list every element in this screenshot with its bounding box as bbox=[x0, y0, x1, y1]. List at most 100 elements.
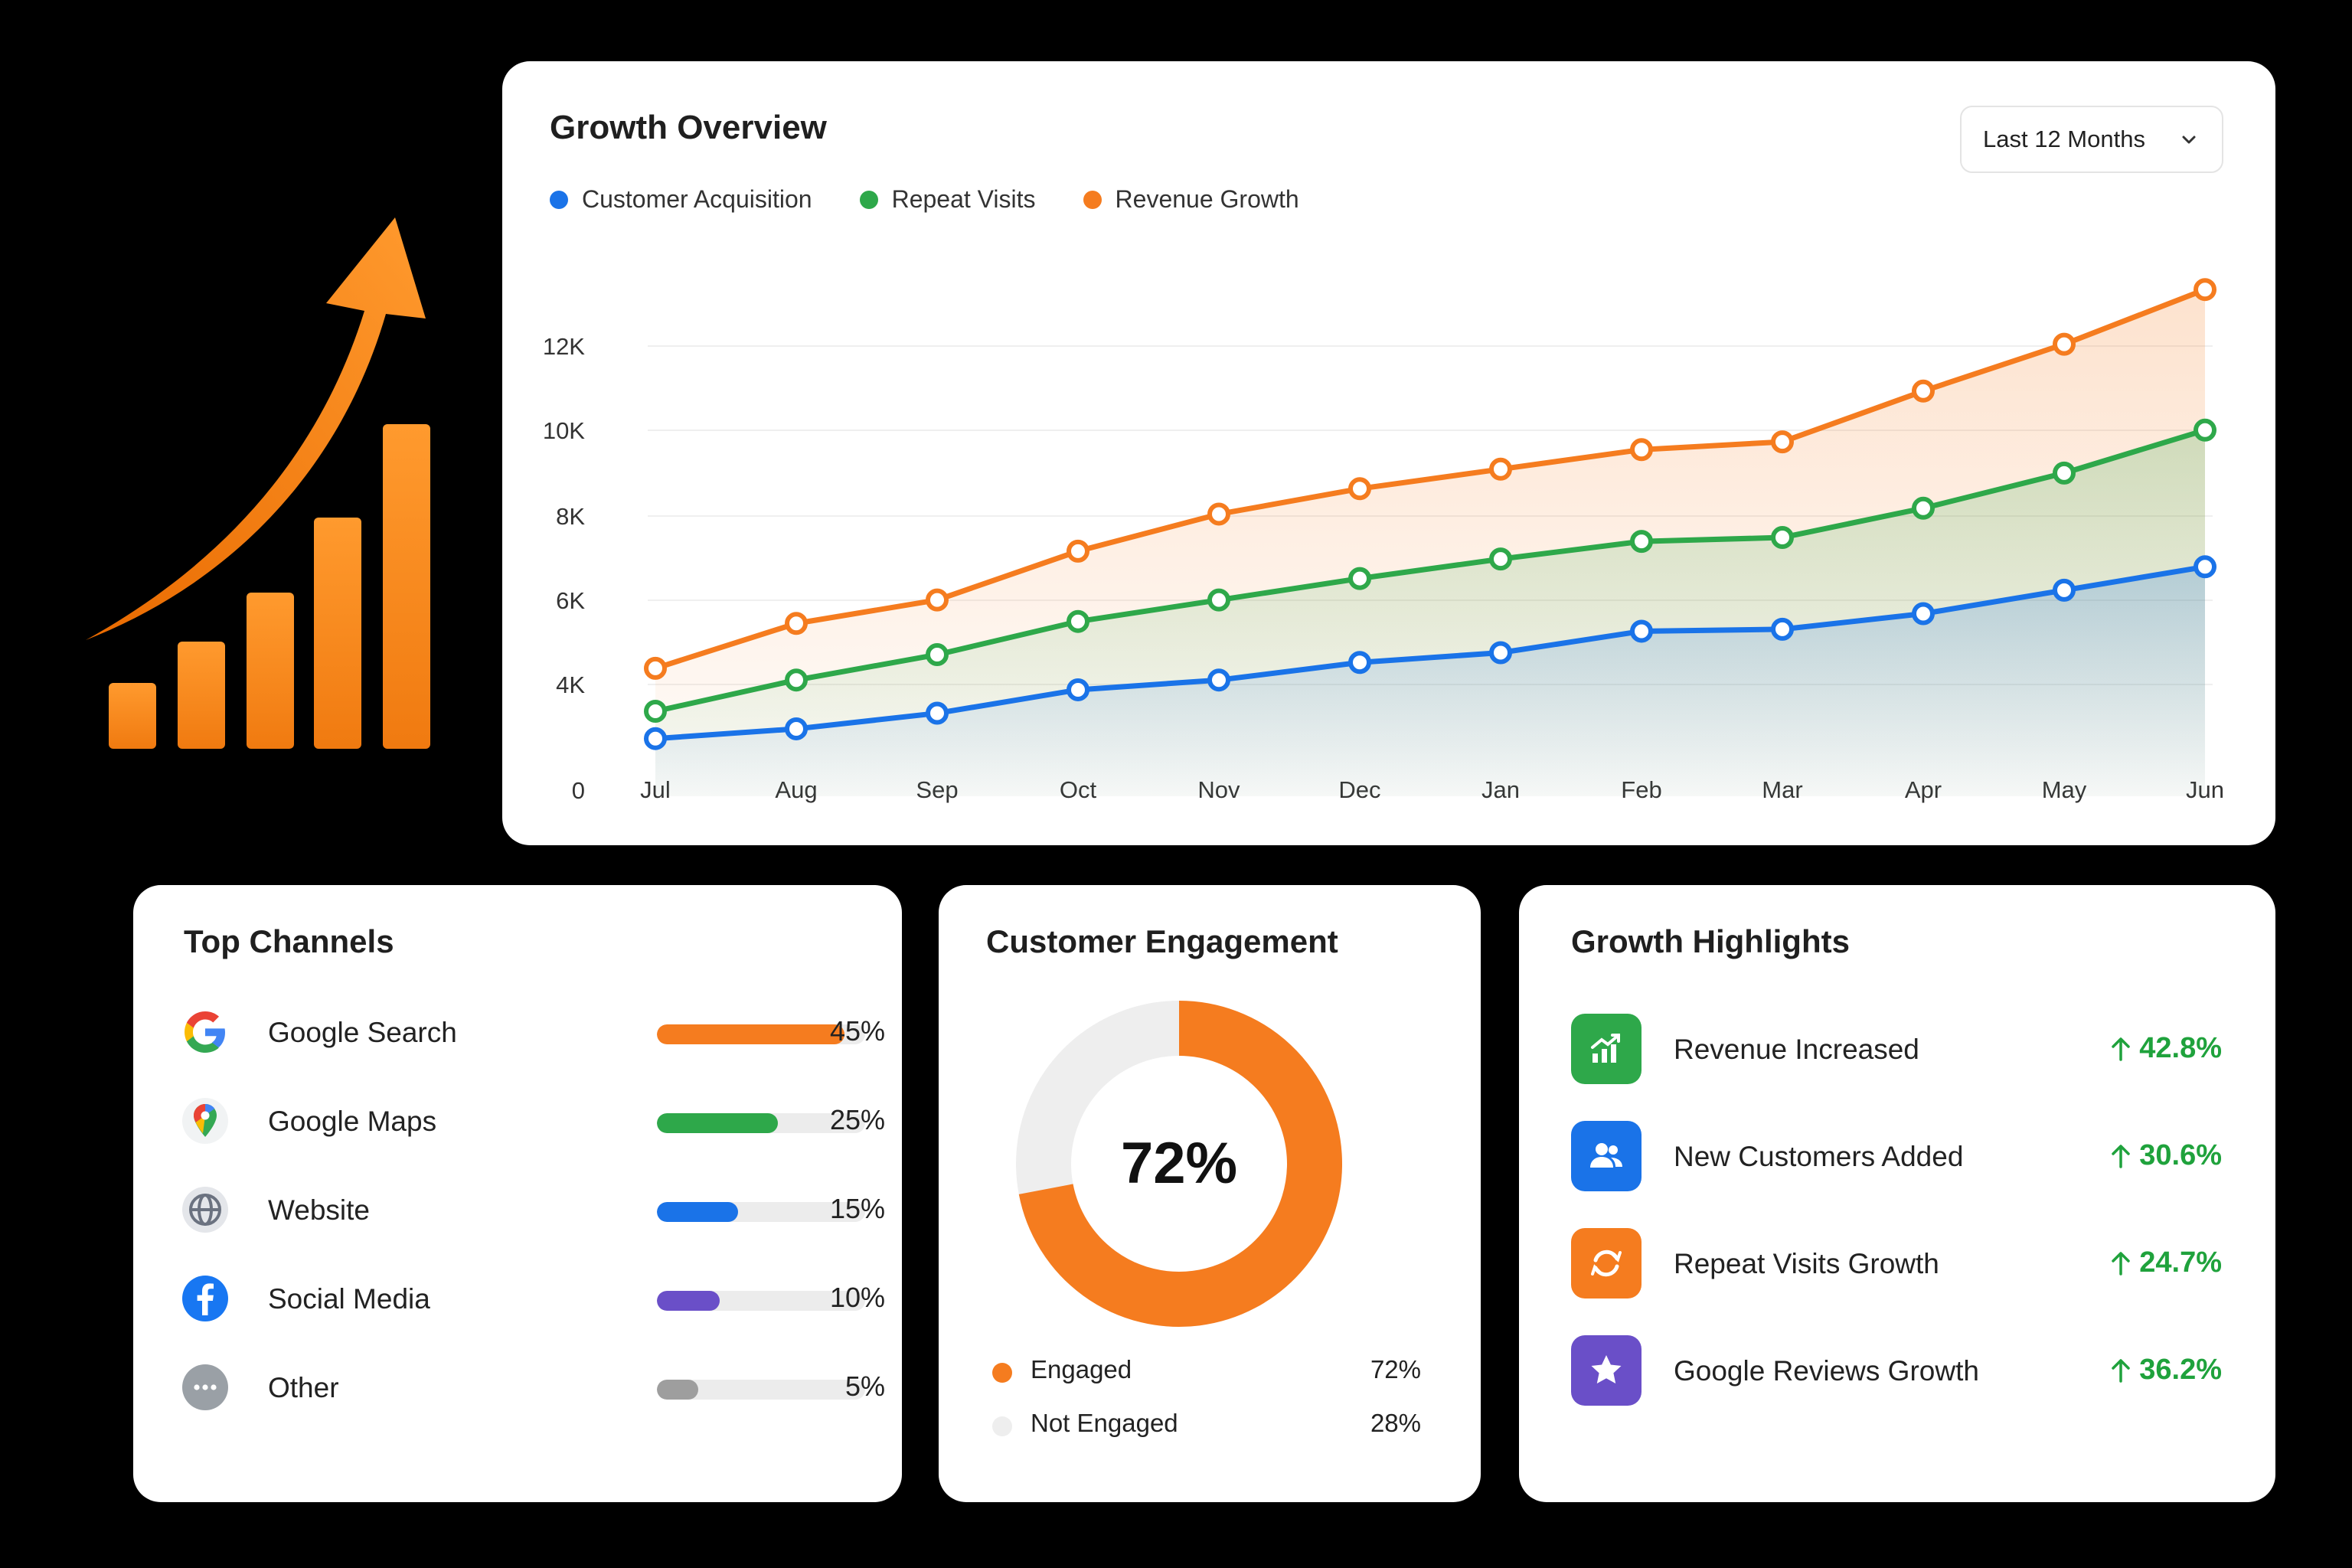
data-point bbox=[1067, 678, 1089, 701]
channel-bar-track bbox=[657, 1291, 865, 1311]
data-point bbox=[1207, 502, 1230, 526]
data-point bbox=[2053, 578, 2076, 602]
data-point bbox=[1489, 547, 1512, 571]
data-point bbox=[1771, 526, 1794, 550]
chart-up-icon bbox=[1591, 1034, 1620, 1063]
highlight-value: 24.7% bbox=[2110, 1246, 2222, 1279]
channel-percent: 25% bbox=[829, 1104, 885, 1135]
legend-dot bbox=[859, 190, 878, 209]
hero-arrow bbox=[86, 217, 426, 640]
data-point bbox=[1912, 602, 1935, 626]
data-point bbox=[926, 588, 949, 612]
growth-highlights-card: Growth Highlights Revenue Increased 42.8… bbox=[1519, 885, 2275, 1502]
legend-dot bbox=[550, 190, 568, 209]
highlight-row-revenue: Revenue Increased 42.8% bbox=[1571, 1014, 2222, 1084]
globe-icon bbox=[182, 1187, 228, 1233]
hero-bar bbox=[383, 424, 430, 749]
channel-percent: 5% bbox=[844, 1370, 885, 1402]
more-icon bbox=[182, 1364, 228, 1410]
donut-center-value: 72% bbox=[1120, 1131, 1238, 1196]
data-point bbox=[785, 668, 808, 692]
legend-item: Revenue Growth bbox=[1083, 185, 1299, 214]
data-point bbox=[1207, 588, 1230, 612]
arrow-up-icon bbox=[2112, 1358, 2130, 1383]
data-point bbox=[2194, 555, 2216, 579]
channel-percent: 10% bbox=[829, 1282, 885, 1313]
chart-legend: Customer Acquisition Repeat Visits Reven… bbox=[550, 185, 1299, 214]
data-point bbox=[1489, 641, 1512, 665]
data-point bbox=[1348, 477, 1371, 501]
data-point bbox=[1348, 567, 1371, 590]
data-point bbox=[1630, 438, 1653, 462]
data-point bbox=[1912, 379, 1935, 403]
y-tick-label: 0 bbox=[572, 777, 585, 804]
y-tick-label: 10K bbox=[543, 417, 585, 444]
channel-label: Google Maps bbox=[268, 1106, 437, 1137]
channel-label: Website bbox=[268, 1194, 370, 1226]
card-title: Growth Highlights bbox=[1571, 923, 1850, 959]
channel-label: Google Search bbox=[268, 1017, 457, 1048]
donut-engaged-arc bbox=[1018, 1001, 1342, 1327]
legend-label: Customer Acquisition bbox=[582, 185, 812, 213]
highlight-tile bbox=[1571, 1121, 1642, 1191]
data-point bbox=[644, 700, 667, 723]
arrow-up-icon bbox=[2112, 1251, 2130, 1276]
users-icon bbox=[1590, 1143, 1622, 1168]
legend-label: Revenue Growth bbox=[1115, 185, 1299, 213]
hero-bar bbox=[314, 518, 361, 749]
data-point bbox=[2194, 418, 2216, 442]
engagement-value: 72% bbox=[1370, 1355, 1421, 1383]
series-area bbox=[655, 567, 2205, 796]
data-point bbox=[2194, 278, 2216, 302]
facebook-icon bbox=[182, 1276, 228, 1321]
channel-bar-track bbox=[657, 1380, 865, 1400]
channel-bar-fill bbox=[657, 1291, 720, 1311]
channel-bar-fill bbox=[657, 1202, 739, 1222]
data-point bbox=[2053, 332, 2076, 356]
channel-row-website: Website 15% bbox=[181, 1179, 885, 1240]
data-point bbox=[926, 643, 949, 667]
highlight-label: New Customers Added bbox=[1674, 1141, 1964, 1172]
highlight-tile bbox=[1571, 1335, 1642, 1406]
data-point bbox=[644, 656, 667, 680]
data-point bbox=[785, 717, 808, 740]
legend-dot bbox=[1083, 190, 1102, 209]
card-title: Top Channels bbox=[184, 923, 394, 959]
date-range-select[interactable]: Last 12 Months bbox=[1960, 106, 2223, 173]
channel-bar-track bbox=[657, 1113, 865, 1133]
data-point bbox=[1067, 609, 1089, 633]
series-line bbox=[655, 427, 2207, 714]
channel-bar-fill bbox=[657, 1113, 778, 1133]
data-point bbox=[644, 727, 667, 750]
data-point bbox=[1207, 668, 1230, 692]
data-point bbox=[1067, 539, 1089, 563]
data-point bbox=[926, 701, 949, 725]
engagement-label: Engaged bbox=[1031, 1355, 1132, 1383]
y-tick-label: 6K bbox=[556, 587, 585, 614]
top-channels-card: Top Channels Google Search 45% Google Ma… bbox=[133, 885, 902, 1502]
channel-row-google-maps: Google Maps 25% bbox=[181, 1090, 885, 1152]
highlight-row-customers: New Customers Added 30.6% bbox=[1571, 1121, 2222, 1191]
engagement-value: 28% bbox=[1370, 1409, 1421, 1437]
highlight-label: Revenue Increased bbox=[1674, 1034, 1919, 1065]
channel-label: Other bbox=[268, 1372, 339, 1403]
highlight-value: 36.2% bbox=[2110, 1354, 2222, 1387]
arrow-up-icon bbox=[2112, 1037, 2130, 1061]
star-icon bbox=[1591, 1355, 1622, 1383]
y-tick-label: 8K bbox=[556, 503, 585, 530]
refresh-icon bbox=[1591, 1250, 1622, 1277]
hero-bar bbox=[247, 593, 294, 749]
data-point bbox=[1912, 496, 1935, 520]
channel-bar-fill bbox=[657, 1380, 699, 1400]
channel-row-other: Other 5% bbox=[181, 1357, 885, 1418]
legend-dot bbox=[992, 1363, 1012, 1383]
data-point bbox=[1630, 530, 1653, 554]
channel-bar-track bbox=[657, 1024, 865, 1044]
data-point bbox=[1771, 617, 1794, 641]
highlight-label: Repeat Visits Growth bbox=[1674, 1248, 1939, 1279]
hero-bar bbox=[178, 642, 225, 749]
engagement-donut-chart bbox=[1016, 1001, 1342, 1327]
channel-row-google-search: Google Search 45% bbox=[181, 1001, 885, 1063]
channel-row-social-media: Social Media 10% bbox=[181, 1268, 885, 1329]
highlight-row-repeat-visits: Repeat Visits Growth 24.7% bbox=[1571, 1228, 2222, 1298]
